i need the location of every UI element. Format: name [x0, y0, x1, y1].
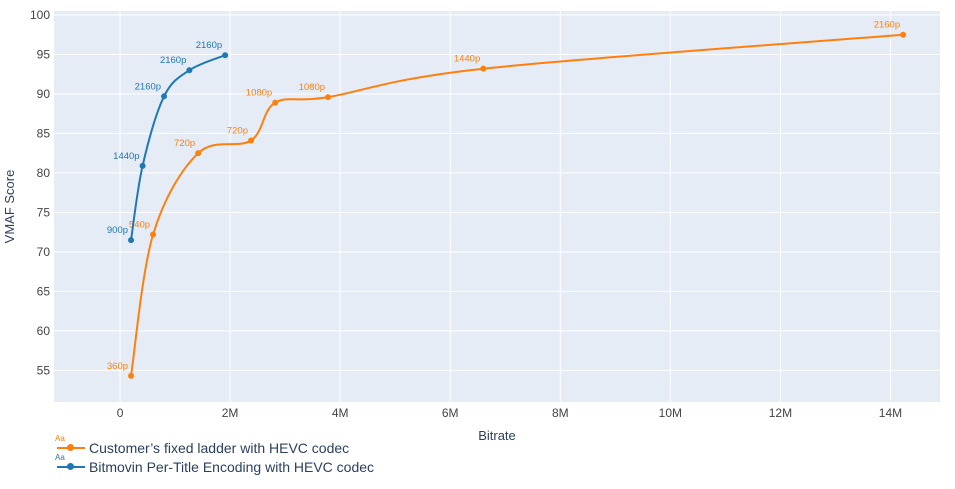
data-point-label: 2160p: [160, 55, 186, 66]
y-tick-label: 95: [37, 47, 51, 61]
y-tick-label: 70: [37, 245, 51, 259]
x-tick-label: 14M: [879, 406, 902, 420]
x-tick-label: 12M: [769, 406, 792, 420]
legend-marker-swatch: [67, 463, 74, 470]
y-tick-label: 100: [30, 8, 50, 22]
data-point-label: 720p: [227, 126, 248, 137]
data-point-label: 2160p: [135, 81, 161, 92]
legend-text-style-icon: Aa: [55, 453, 65, 462]
data-point-label: 1440p: [113, 151, 139, 162]
data-point-label: 540p: [129, 220, 150, 231]
y-tick-label: 75: [37, 205, 51, 219]
data-point[interactable]: [272, 99, 279, 106]
y-tick-label: 80: [37, 166, 51, 180]
data-point[interactable]: [161, 93, 168, 100]
x-tick-label: 2M: [222, 406, 239, 420]
data-point[interactable]: [128, 372, 135, 379]
y-axis-title: VMAF Score: [2, 170, 17, 244]
y-tick-label: 55: [37, 363, 51, 377]
series-0: 360p 540p 720p 720p 1080p 1080p 1440p 2160p: [107, 20, 907, 379]
legend-text-style-icon: Aa: [55, 434, 65, 443]
data-point[interactable]: [128, 237, 135, 244]
data-point[interactable]: [325, 94, 332, 101]
data-point[interactable]: [195, 150, 202, 157]
data-point-label: 1080p: [246, 88, 272, 99]
data-point-label: 360p: [107, 361, 128, 372]
x-axis-title: Bitrate: [478, 428, 516, 443]
legend-marker-swatch: [67, 444, 74, 451]
data-point-label: 2160p: [874, 20, 900, 31]
data-point[interactable]: [222, 52, 229, 59]
data-point-label: 1080p: [299, 82, 325, 93]
x-tick-labels: 0 2M 4M 6M 8M 10M 12M 14M: [117, 406, 902, 420]
y-tick-label: 65: [37, 284, 51, 298]
x-tick-label: 4M: [332, 406, 349, 420]
data-point-label: 720p: [174, 138, 195, 149]
data-point[interactable]: [139, 162, 146, 169]
data-point[interactable]: [186, 67, 193, 74]
series-layer: 360p540p720p720p1080p1080p1440p2160p900p…: [107, 20, 907, 379]
data-point-label: 900p: [107, 225, 128, 236]
data-point[interactable]: [480, 65, 487, 72]
data-point[interactable]: [150, 231, 157, 238]
data-point-label: 2160p: [196, 40, 222, 51]
plot-area: [54, 11, 940, 402]
x-tick-label: 10M: [659, 406, 682, 420]
x-tick-label: 8M: [552, 406, 569, 420]
y-tick-label: 60: [37, 324, 51, 338]
data-point-label: 1440p: [454, 54, 480, 65]
x-tick-label: 6M: [442, 406, 459, 420]
gridlines: [54, 11, 940, 402]
y-tick-labels: 55 60 65 70 75 80 85 90 95 100: [30, 8, 50, 377]
legend-label: Bitmovin Per-Title Encoding with HEVC co…: [89, 459, 375, 475]
y-tick-label: 90: [37, 87, 51, 101]
data-point[interactable]: [900, 31, 907, 38]
data-point[interactable]: [248, 137, 255, 144]
series-1: 900p 1440p 2160p 2160p 2160p: [107, 40, 229, 244]
legend-label: Customer’s fixed ladder with HEVC codec: [89, 440, 350, 456]
y-tick-label: 85: [37, 126, 51, 140]
x-tick-label: 0: [117, 406, 124, 420]
